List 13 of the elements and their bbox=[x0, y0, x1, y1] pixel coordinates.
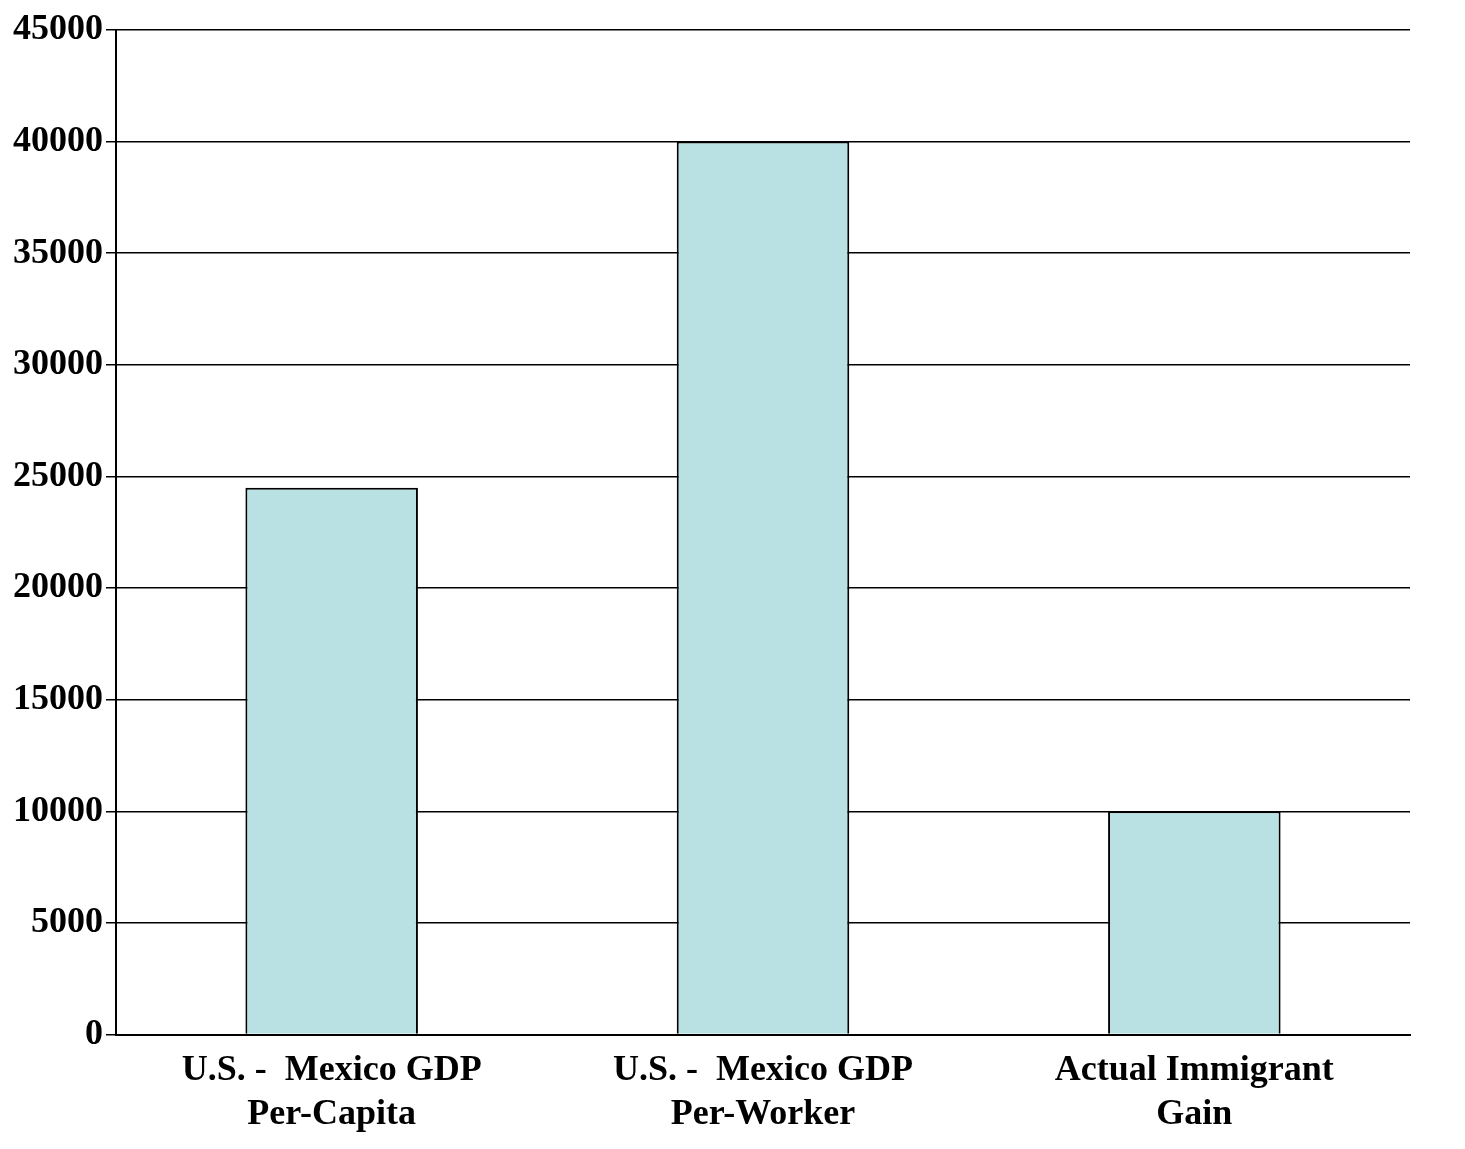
y-tick-label: 15000 bbox=[13, 677, 103, 718]
y-tick-label: 5000 bbox=[31, 900, 103, 941]
y-tick-label: 30000 bbox=[13, 342, 103, 383]
x-tick-label: U.S. - Mexico GDP Per-Worker bbox=[613, 1048, 913, 1132]
y-tick-label: 45000 bbox=[13, 7, 103, 48]
y-tick-label: 20000 bbox=[13, 565, 103, 606]
x-tick-label: Actual Immigrant Gain bbox=[1054, 1048, 1334, 1132]
y-tick-label: 40000 bbox=[13, 118, 103, 159]
y-tick-label: 0 bbox=[85, 1011, 103, 1052]
y-tick-label: 10000 bbox=[13, 788, 103, 829]
y-tick-label: 25000 bbox=[13, 453, 103, 494]
y-tick-label: 35000 bbox=[13, 230, 103, 271]
x-tick-label: U.S. - Mexico GDP Per-Capita bbox=[181, 1048, 482, 1132]
